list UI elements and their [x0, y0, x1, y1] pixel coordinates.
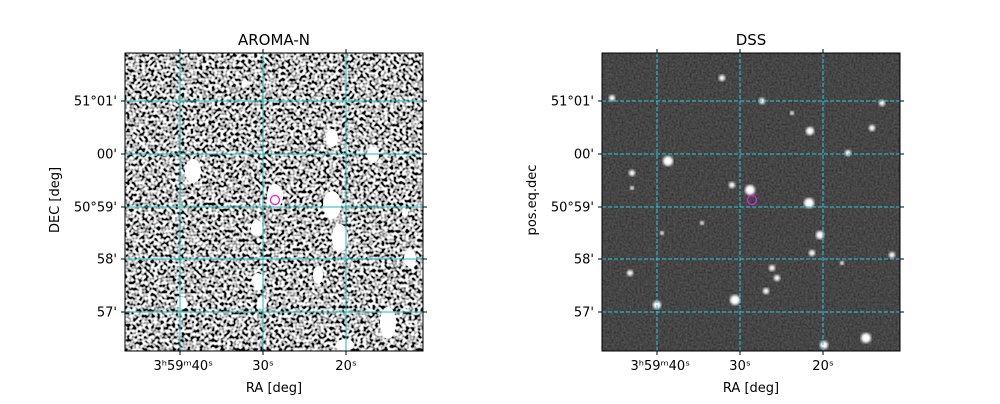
star: [700, 221, 704, 225]
star: [804, 198, 814, 208]
star: [630, 186, 634, 190]
y-axis-label: DEC [deg]: [48, 167, 63, 233]
star: [629, 170, 635, 176]
source-blob: [323, 191, 341, 219]
y-tick-label: 50°59': [74, 201, 117, 216]
source-blob: [404, 249, 416, 267]
y-tick-label: 00': [574, 148, 594, 163]
panel-title: AROMA-N: [238, 31, 310, 49]
axes-frame: [601, 52, 901, 352]
source-blob: [380, 307, 396, 339]
y-tick-label: 58': [97, 253, 117, 268]
star: [790, 111, 794, 115]
source-blob: [402, 209, 408, 217]
image-noise: [602, 53, 900, 351]
x-tick-label: 30ˢ: [729, 359, 751, 374]
star: [663, 156, 673, 166]
source-blob: [313, 266, 323, 284]
x-tick-label: 20ˢ: [812, 359, 834, 374]
star: [660, 231, 664, 235]
x-tick-label: 30ˢ: [252, 359, 274, 374]
x-axis-label: RA [deg]: [246, 381, 302, 396]
star: [719, 75, 725, 81]
source-blob: [367, 147, 379, 163]
star: [861, 333, 871, 343]
star: [774, 275, 780, 281]
y-tick-label: 50°59': [551, 201, 594, 216]
star: [806, 127, 814, 135]
star: [816, 231, 824, 239]
source-blob: [332, 224, 348, 252]
panel-title: DSS: [736, 31, 767, 49]
star: [869, 125, 875, 131]
star: [769, 265, 775, 271]
star: [609, 95, 615, 101]
source-blob: [253, 273, 263, 289]
star: [627, 270, 633, 276]
axes-frame: [124, 52, 424, 352]
star: [820, 341, 828, 349]
source-blob: [185, 159, 201, 183]
star: [763, 288, 769, 294]
target-marker: [269, 194, 281, 206]
y-tick-label: 51°01': [551, 95, 594, 110]
star: [809, 250, 815, 256]
source-blob: [326, 129, 338, 147]
source-blob: [251, 220, 263, 236]
source-blob: [336, 339, 354, 351]
star: [730, 295, 740, 305]
image-panel: [125, 53, 423, 351]
x-tick-label: 3ʰ59ᵐ40ˢ: [153, 359, 213, 374]
x-tick-label: 3ʰ59ᵐ40ˢ: [630, 359, 690, 374]
source-blob: [257, 297, 267, 309]
x-axis-label: RA [deg]: [723, 381, 779, 396]
star: [845, 150, 851, 156]
target-marker: [746, 194, 758, 206]
star: [745, 185, 755, 195]
y-tick-label: 51°01': [74, 95, 117, 110]
y-axis-label: pos.eq.dec: [525, 165, 540, 236]
source-blob: [177, 297, 187, 309]
x-tick-label: 20ˢ: [335, 359, 357, 374]
star: [729, 182, 735, 188]
star: [840, 261, 844, 265]
y-tick-label: 57': [97, 306, 117, 321]
y-tick-label: 58': [574, 253, 594, 268]
y-tick-label: 00': [97, 148, 117, 163]
y-tick-label: 57': [574, 306, 594, 321]
star: [889, 252, 895, 258]
source-blob: [242, 79, 248, 87]
image-panel: [602, 53, 900, 351]
